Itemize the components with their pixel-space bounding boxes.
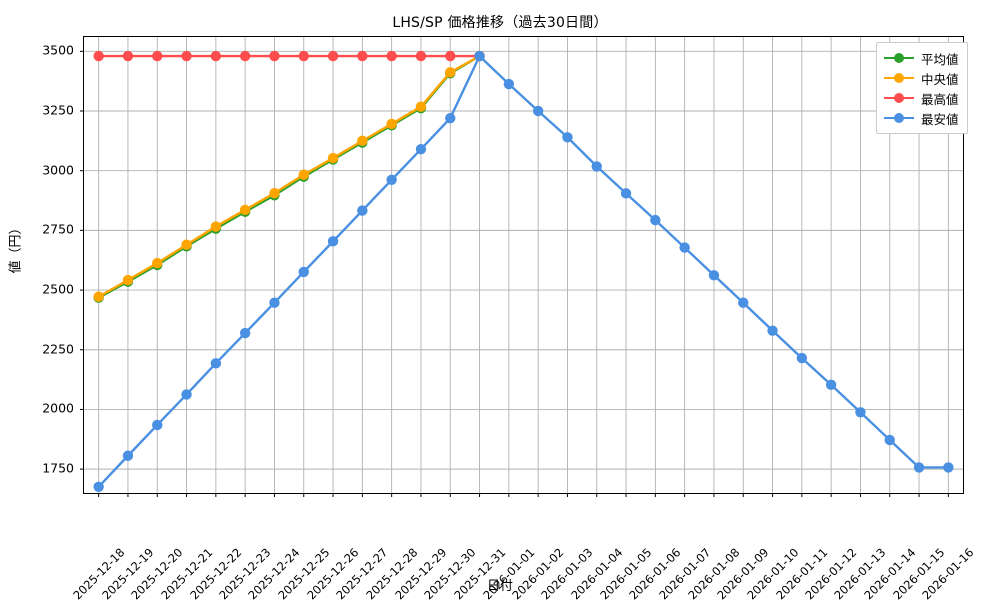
data-point-marker — [269, 187, 280, 199]
y-axis-tick-label: 2000 — [42, 400, 74, 416]
legend-item[interactable]: 中央値 — [884, 68, 959, 88]
series-4 — [93, 50, 954, 492]
y-axis-tick-label: 3500 — [42, 42, 74, 58]
data-point-marker — [181, 389, 192, 400]
legend-label: 平均値 — [921, 51, 959, 67]
data-point-marker — [298, 266, 309, 278]
data-point-marker — [679, 242, 690, 253]
data-point-marker — [357, 50, 368, 62]
data-point-marker — [445, 112, 456, 124]
data-point-marker — [503, 78, 515, 90]
data-point-marker — [415, 144, 427, 155]
data-point-marker — [738, 297, 749, 308]
data-point-marker — [122, 50, 134, 62]
data-point-marker — [620, 188, 632, 199]
legend-label: 最安値 — [921, 111, 959, 127]
data-point-marker — [181, 239, 192, 250]
data-point-marker — [93, 50, 104, 62]
chart-legend: 平均値中央値最高値最安値 — [876, 42, 968, 134]
chart-title: LHS/SP 価格推移（過去30日間） — [392, 15, 608, 31]
data-point-marker — [415, 101, 427, 112]
data-point-marker — [152, 419, 163, 431]
data-point-marker — [298, 169, 309, 180]
data-point-marker — [943, 462, 954, 473]
data-point-marker — [210, 50, 222, 62]
legend-label: 中央値 — [921, 71, 959, 87]
data-point-marker — [93, 481, 104, 492]
data-point-marker — [386, 174, 397, 185]
grid-lines — [80, 37, 963, 497]
legend-item[interactable]: 最高値 — [884, 88, 959, 108]
data-point-marker — [445, 50, 456, 62]
y-axis-tick-labels: 1750 2000 2250 2500 2750 3000 3250 3500 — [0, 36, 74, 492]
legend-label: 最高値 — [921, 91, 959, 107]
legend-swatch-icon — [884, 111, 914, 125]
data-series-layer — [93, 50, 954, 492]
x-axis-label: 日付 — [486, 579, 513, 594]
data-point-marker — [474, 50, 485, 62]
data-point-marker — [269, 50, 280, 62]
data-point-marker — [327, 152, 339, 164]
y-axis-tick-label: 1750 — [42, 460, 74, 476]
data-point-marker — [239, 204, 251, 216]
data-point-marker — [239, 50, 251, 62]
data-point-marker — [210, 221, 222, 232]
data-point-marker — [415, 50, 427, 62]
data-point-marker — [327, 236, 339, 247]
data-point-marker — [445, 67, 456, 78]
series-2 — [93, 50, 485, 302]
data-point-marker — [239, 327, 251, 339]
legend-swatch-icon — [884, 51, 914, 65]
legend-item[interactable]: 最安値 — [884, 108, 959, 128]
data-point-marker — [591, 161, 602, 172]
data-point-marker — [152, 50, 163, 62]
y-axis-tick-label: 2500 — [42, 281, 74, 297]
data-point-marker — [767, 325, 778, 336]
data-point-marker — [650, 214, 661, 226]
legend-swatch-icon — [884, 71, 914, 85]
data-point-marker — [122, 274, 134, 286]
data-point-marker — [357, 205, 368, 216]
data-point-marker — [884, 434, 895, 446]
data-point-marker — [796, 352, 808, 364]
legend-item[interactable]: 平均値 — [884, 48, 959, 68]
data-point-marker — [93, 291, 104, 302]
data-point-marker — [269, 297, 280, 308]
data-point-marker — [210, 358, 222, 369]
data-point-marker — [825, 379, 837, 391]
x-axis-tick-labels: 2025-12-18 2025-12-19 2025-12-20 2025-12-21… — [70, 492, 977, 602]
data-point-marker — [855, 407, 866, 418]
y-axis-tick-label: 2250 — [42, 341, 74, 357]
data-point-marker — [298, 50, 309, 62]
y-axis-tick-label: 3000 — [42, 162, 74, 178]
series-line — [97, 54, 950, 488]
data-point-marker — [386, 118, 397, 130]
data-point-marker — [122, 450, 134, 461]
plot-area — [80, 36, 964, 497]
data-point-marker — [327, 50, 339, 62]
data-point-marker — [708, 270, 720, 281]
series-3 — [93, 50, 485, 62]
data-point-marker — [386, 50, 397, 62]
data-point-marker — [181, 50, 192, 62]
y-axis-tick-label: 2750 — [42, 221, 74, 237]
y-axis-tick-label: 3250 — [42, 102, 74, 118]
series-line — [97, 54, 481, 298]
data-point-marker — [357, 135, 368, 147]
data-point-marker — [562, 132, 573, 143]
data-point-marker — [152, 257, 163, 269]
data-point-marker — [532, 105, 544, 117]
data-point-marker — [913, 462, 925, 473]
legend-swatch-icon — [884, 91, 914, 105]
